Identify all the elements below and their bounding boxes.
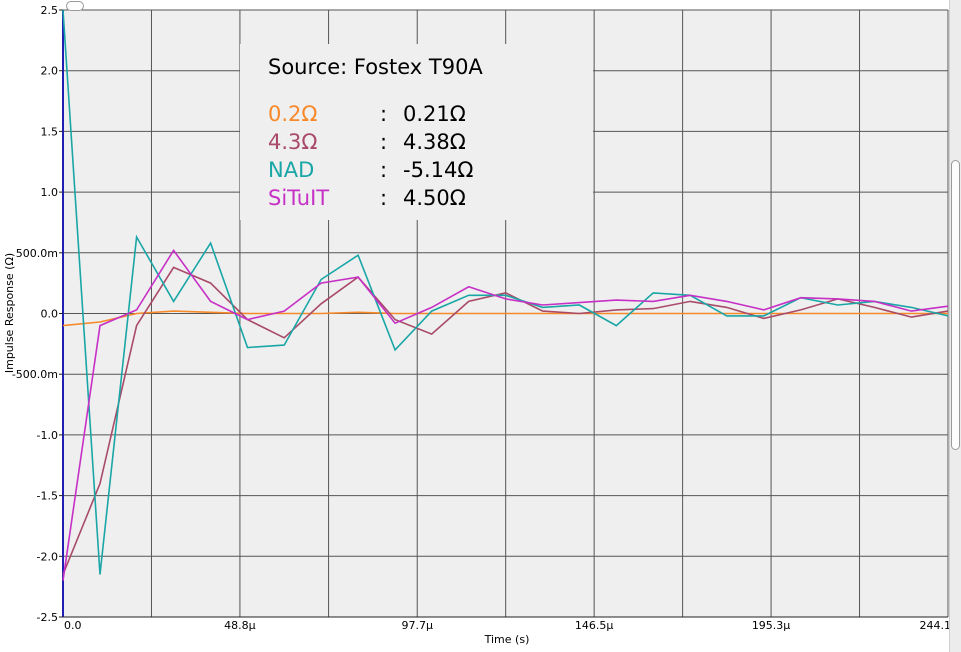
legend-series-name: 4.3Ω — [268, 130, 317, 154]
x-tick-label: 0.0 — [64, 619, 82, 632]
legend-separator: : — [380, 130, 387, 154]
series-lines — [62, 9, 949, 581]
x-tick-label: 244.1μ — [920, 619, 959, 632]
y-tick-label: 2.5 — [41, 4, 59, 17]
legend-series-name: SiTuIT — [268, 186, 329, 210]
legend-separator: : — [380, 102, 387, 126]
series-line-situit — [62, 248, 949, 581]
y-axis-title: Impulse Response (Ω) — [3, 253, 16, 373]
series-line-0-2- — [62, 310, 948, 327]
x-tick-labels: 0.0 48.8μ 97.7μ 146.5μ 195.3μ 244.1μ — [64, 619, 958, 632]
series-line-4-3- — [62, 266, 949, 575]
x-tick-label: 146.5μ — [575, 619, 614, 632]
y-tick-label: 0.0 — [41, 308, 59, 321]
legend-separator: : — [380, 158, 387, 182]
vertical-scroll-thumb[interactable] — [951, 160, 960, 450]
legend-series-value: 4.38Ω — [403, 130, 466, 154]
legend-box — [240, 44, 593, 220]
y-tick-labels: 2.5 2.0 1.5 1.0 500.0m 0.0 -500.0m -1.0 -1.5 -2.0… — [12, 4, 63, 624]
legend-separator: : — [380, 186, 387, 210]
y-tick-label: -500.0m — [12, 368, 58, 381]
y-tick-label: -1.0 — [37, 429, 58, 442]
legend: Source: Fostex T90A 0.2Ω:0.21Ω4.3Ω:4.38Ω… — [240, 44, 593, 220]
legend-series-name: NAD — [268, 158, 314, 182]
x-axis-title: Time (s) — [484, 633, 530, 646]
vertical-scrollbar[interactable] — [949, 0, 961, 652]
y-tick-label: 1.0 — [41, 186, 59, 199]
legend-series-value: 0.21Ω — [403, 102, 466, 126]
y-tick-label: -1.5 — [37, 490, 58, 503]
x-tick-label: 195.3μ — [752, 619, 791, 632]
y-tick-label: 2.0 — [41, 65, 59, 78]
y-tick-label: -2.5 — [37, 611, 58, 624]
horizontal-scroll-thumb[interactable] — [66, 1, 84, 11]
y-tick-label: 1.5 — [41, 125, 59, 138]
y-tick-label: 500.0m — [16, 247, 58, 260]
y-tick-label: -2.0 — [37, 550, 58, 563]
x-tick-label: 97.7μ — [401, 619, 433, 632]
legend-title: Source: Fostex T90A — [268, 55, 483, 79]
legend-series-name: 0.2Ω — [268, 102, 317, 126]
x-tick-label: 48.8μ — [224, 619, 256, 632]
legend-series-value: 4.50Ω — [403, 186, 466, 210]
legend-series-value: -5.14Ω — [403, 158, 473, 182]
